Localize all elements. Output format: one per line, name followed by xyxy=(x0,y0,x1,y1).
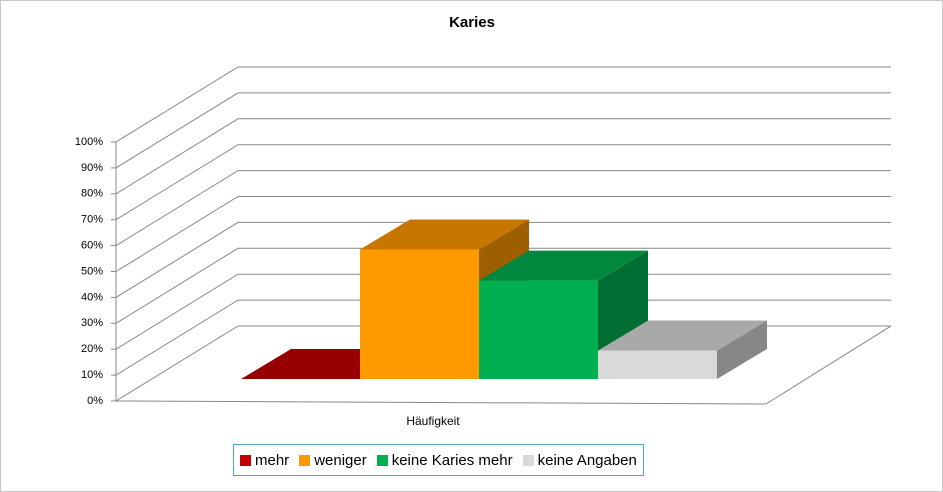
grid-line xyxy=(115,118,891,195)
y-tick-label: 10% xyxy=(81,369,103,381)
grid-line xyxy=(115,66,891,143)
legend-label: mehr xyxy=(255,451,290,469)
floor-edge xyxy=(765,325,892,405)
legend-swatch xyxy=(376,454,388,466)
grid-line xyxy=(115,92,891,169)
legend-label: keine Angaben xyxy=(537,451,637,469)
legend-item: keine Angaben xyxy=(522,451,637,469)
bar xyxy=(360,249,479,379)
bar-side xyxy=(717,320,767,379)
y-tick-label: 50% xyxy=(81,265,103,277)
y-tick-label: 70% xyxy=(81,214,103,226)
bar-top xyxy=(479,250,648,281)
legend-item: mehr xyxy=(240,452,289,469)
legend-swatch xyxy=(522,454,534,466)
bar xyxy=(598,350,717,379)
x-tick-label: Häufigkeit xyxy=(406,414,460,428)
grid-line xyxy=(115,170,891,247)
y-tick-label: 20% xyxy=(81,343,103,355)
legend-item: weniger xyxy=(299,452,367,469)
y-tick-label: 90% xyxy=(81,162,103,174)
floor-edge xyxy=(115,400,767,405)
legend-item: keine Karies mehr xyxy=(376,451,513,469)
bar-top xyxy=(598,320,767,351)
grid-line xyxy=(115,144,891,221)
y-tick-label: 40% xyxy=(81,291,103,303)
chart-title: Karies xyxy=(449,14,495,31)
legend-swatch xyxy=(240,454,251,466)
y-tick-label: 30% xyxy=(81,317,103,329)
legend-label: keine Karies mehr xyxy=(391,451,513,469)
legend-label: weniger xyxy=(314,451,367,469)
y-tick-label: 80% xyxy=(81,188,103,200)
y-tick-label: 100% xyxy=(75,136,103,148)
grid-line xyxy=(115,196,891,272)
legend-swatch xyxy=(299,454,311,466)
grid-line xyxy=(115,299,891,376)
bar xyxy=(479,280,598,379)
y-tick-label: 0% xyxy=(87,395,103,407)
bar-top xyxy=(360,219,529,250)
grid-line xyxy=(115,247,891,324)
grid-line xyxy=(115,221,891,298)
y-tick-label: 60% xyxy=(81,240,103,252)
grid-line xyxy=(115,273,891,350)
legend: mehr weniger keine Karies mehr keine Angabe… xyxy=(233,444,644,476)
